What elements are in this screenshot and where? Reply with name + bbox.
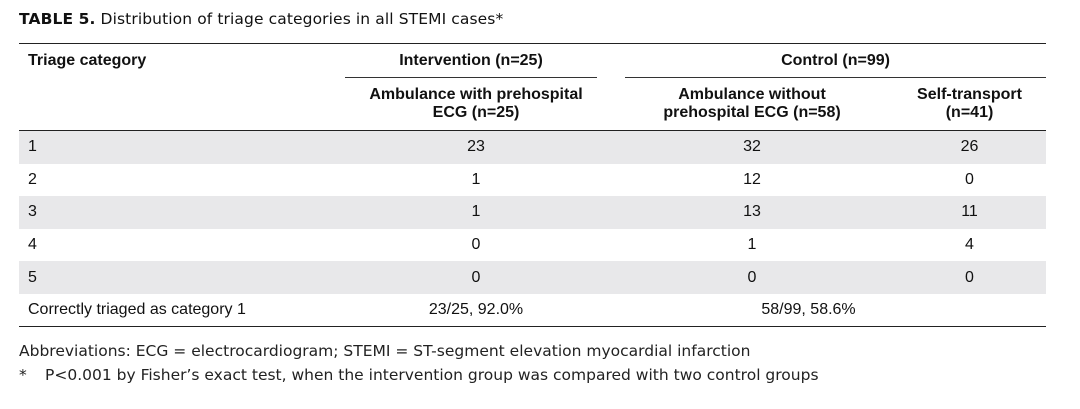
footnote: * P<0.001 by Fisher’s exact test, when th… [19,363,819,387]
header-self-transport-line2: (n=41) [945,104,994,121]
cell-without-ecg: 1 [747,236,757,254]
header-ambulance-with-ecg: Ambulance with prehospital ECG (n=25) [341,78,611,131]
table-row: 5 0 0 0 [19,261,1047,294]
cell-self-transport: 4 [965,236,974,254]
header-group-control: Control (n=99) [611,44,1047,79]
cell-category: 2 [28,170,37,188]
cell-category: 5 [19,261,341,294]
cell-category: 3 [19,196,341,229]
cell-with-ecg: 1 [341,196,611,229]
footnote-text: P<0.001 by Fisher’s exact test, when the… [45,366,819,384]
header-ambulance-without-ecg-line2: prehospital ECG (n=58) [663,104,841,121]
table-notes: Abbreviations: ECG = electrocardiogram; … [19,339,819,387]
triage-table: Triage category Intervention (n=25) Cont… [19,43,1047,327]
header-ambulance-without-ecg-line1: Ambulance without [678,86,826,103]
cell-with-ecg: 0 [341,261,611,294]
table-row: 1 23 32 26 [19,130,1047,164]
table-caption: TABLE 5. Distribution of triage categori… [19,10,503,28]
summary-intervention: 23/25, 92.0% [428,300,524,318]
cell-without-ecg: 12 [743,170,761,188]
table-number: TABLE 5. [19,10,96,28]
cell-self-transport: 0 [893,261,1047,294]
header-blank [19,78,341,131]
cell-without-ecg: 13 [611,196,893,229]
table-row: 3 1 13 11 [19,196,1047,229]
header-ambulance-with-ecg-line1: Ambulance with prehospital [369,86,583,103]
table-title: Distribution of triage categories in all… [100,10,504,28]
cell-with-ecg: 23 [341,130,611,164]
cell-self-transport: 26 [893,130,1047,164]
cell-category: 1 [19,130,341,164]
table-row: 4 0 1 4 [19,229,1046,262]
cell-with-ecg: 1 [471,170,481,188]
footnote-mark: * [19,366,27,384]
cell-self-transport: 11 [893,196,1047,229]
summary-control: 58/99, 58.6% [761,300,856,318]
cell-self-transport: 0 [965,170,974,188]
abbreviations-note: Abbreviations: ECG = electrocardiogram; … [19,342,751,360]
header-triage-category: Triage category [28,52,147,69]
summary-row: Correctly triaged as category 1 23/25, 9… [19,294,1047,327]
header-self-transport: Self-transport (n=41) [893,78,1046,131]
cell-without-ecg: 32 [611,130,893,164]
header-self-transport-line1: Self-transport [917,86,1022,103]
summary-label: Correctly triaged as category 1 [28,300,246,318]
cell-category: 4 [28,236,37,254]
cell-with-ecg: 0 [471,236,481,254]
header-ambulance-with-ecg-line2: ECG (n=25) [432,104,520,121]
header-group-intervention: Intervention (n=25) [341,44,611,79]
header-ambulance-without-ecg: Ambulance without prehospital ECG (n=58) [611,78,893,131]
cell-without-ecg: 0 [611,261,893,294]
table-row: 2 1 12 0 [19,164,1046,197]
